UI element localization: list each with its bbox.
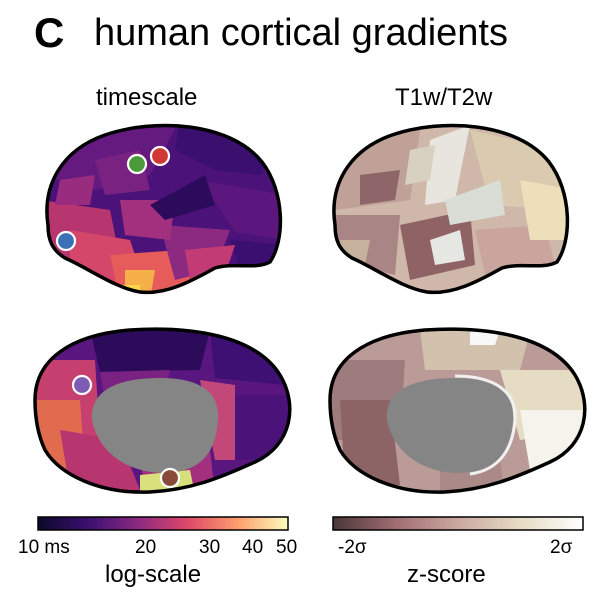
t1w-t2w-medial-brain (328, 327, 587, 494)
timescale-tick-20: 20 (135, 537, 157, 558)
brown-marker (159, 467, 181, 489)
column-title-timescale: timescale (96, 84, 198, 111)
timescale-tick-50: 50 (276, 537, 298, 558)
t1w-t2w-colorbar (332, 516, 584, 531)
t1w-t2w-lateral-brain (332, 123, 570, 295)
marker-group (55, 145, 181, 489)
timescale-lateral-brain (45, 123, 283, 295)
timescale-tick-30: 30 (199, 537, 221, 558)
timescale-tick-40: 40 (242, 537, 264, 558)
green-marker (126, 153, 148, 175)
panel-title: human cortical gradients (94, 12, 508, 54)
t1w-tick-minus-2sigma: -2σ (338, 537, 367, 558)
t1w-tick-plus-2sigma: 2σ (550, 537, 573, 558)
timescale-tick-10ms: 10 ms (18, 537, 70, 558)
t1w-colorbar-label: z-score (407, 561, 486, 588)
timescale-medial-brain (33, 327, 292, 494)
blue-marker (55, 230, 77, 252)
column-title-t1w-t2w: T1w/T2w (395, 84, 493, 111)
red-marker (149, 145, 171, 167)
timescale-colorbar (37, 516, 289, 531)
panel-letter: C (34, 9, 65, 56)
timescale-colorbar-label: log-scale (105, 561, 202, 588)
purple-marker (71, 374, 93, 396)
